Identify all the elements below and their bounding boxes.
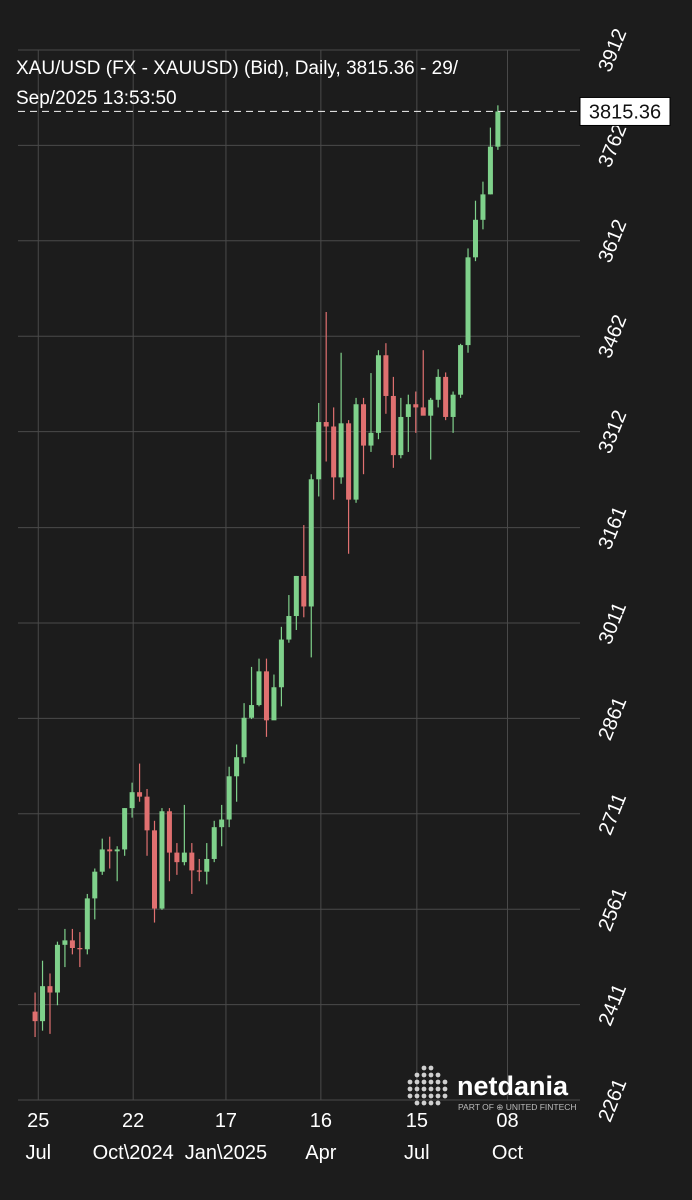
x-tick-label: 17 [215,1110,237,1132]
x-tick-label: Jul [404,1142,430,1164]
candle-body [189,852,195,871]
candle-body [383,355,389,396]
x-tick-label: Jul [25,1142,51,1164]
candle-body [54,944,60,993]
candles [32,105,501,1038]
candle-body [152,830,158,909]
candle-body [144,796,150,831]
candle-body [47,986,53,993]
candle-body [420,407,426,416]
chart-title: Sep/2025 13:53:50 [16,88,177,109]
candle-body [361,404,367,446]
x-tick-label: Oct [492,1142,524,1164]
candle-body [204,858,210,872]
candle-body [301,575,307,607]
candle-body [458,345,464,395]
candle-body [487,146,493,195]
candle-body [316,422,322,480]
candle-body [278,639,284,688]
candle-body [166,811,172,853]
candle-body [346,423,352,500]
candle-body [338,423,344,478]
x-tick-label: 16 [310,1110,332,1132]
x-tick-label: 08 [496,1110,518,1132]
logo: netdania PART OF ⊕ UNITED FINTECH [407,1065,577,1112]
logo-mark [407,1065,448,1106]
last-price-label: 3815.36 [589,101,661,123]
candle-body [398,416,404,456]
candle-body [234,757,240,777]
candle-body [77,948,83,950]
candle-body [99,849,105,872]
candle-body [92,871,98,899]
candle-body [107,849,113,852]
x-tick-label: 22 [122,1110,144,1132]
candle-body [263,671,269,721]
candle-body [226,776,232,820]
candle-body [122,808,128,850]
candle-body [293,575,299,617]
candle-body [450,394,456,417]
candle-body [271,687,277,721]
candle-body [241,717,247,758]
candle-body [69,940,75,949]
x-tick-label: 25 [27,1110,49,1132]
grid [18,49,580,1101]
candle-body [256,671,262,706]
candle-body [428,399,434,416]
candle-body [114,849,120,852]
brand-tagline: PART OF ⊕ UNITED FINTECH [458,1102,577,1112]
candle-body [405,404,411,417]
x-tick-label: Oct\2024 [93,1142,174,1164]
candle-body [286,616,292,640]
candle-body [137,792,143,797]
x-tick-label: Apr [305,1142,336,1164]
last-price-box [579,96,671,126]
candle-body [435,376,441,400]
candle-body [480,194,486,220]
candle-body [129,792,135,809]
candle-body [62,940,68,945]
x-tick-label: 15 [406,1110,428,1132]
chart-title: XAU/USD (FX - XAUUSD) (Bid), Daily, 3815… [16,58,459,79]
candle-body [323,422,329,427]
candle-body [196,870,202,872]
candle-body [308,479,314,607]
candle-body [331,426,337,478]
candle-body [249,705,255,718]
candle-body [443,376,449,417]
candle-body [174,852,180,863]
candle-body [40,986,46,1022]
candle-body [353,404,359,500]
candle-body [472,219,478,258]
candle-body [181,852,187,863]
candle-body [219,819,225,828]
candle-body [159,811,165,909]
candle-body [32,1011,38,1022]
candle-body [84,898,90,950]
candle-body [375,355,381,433]
candle-body [211,827,217,859]
x-tick-label: Jan\2025 [185,1142,267,1164]
candle-body [465,257,471,346]
candle-body [368,432,374,446]
candle-body [390,395,396,456]
candle-body [413,404,419,408]
brand-name: netdania [457,1071,569,1101]
candle-body [495,111,501,147]
